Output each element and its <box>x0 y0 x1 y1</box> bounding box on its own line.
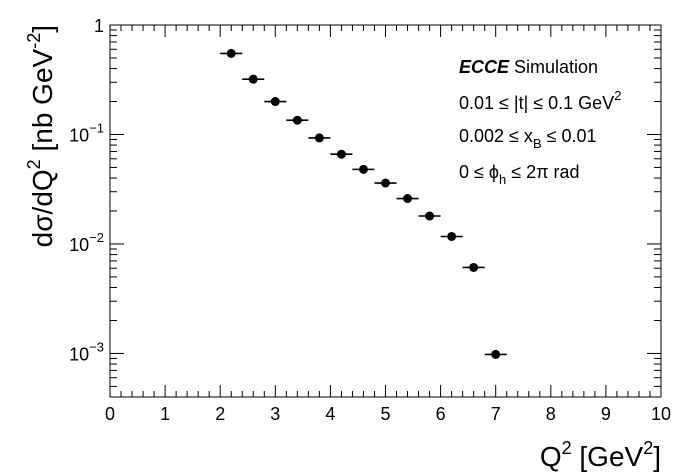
data-point <box>336 149 346 159</box>
x-axis-title: Q2 [GeV2] <box>540 438 661 472</box>
y-tick-label: 10−1 <box>69 120 104 145</box>
data-point <box>381 178 390 188</box>
data-point <box>447 231 457 241</box>
x-tick-label: 9 <box>601 404 611 424</box>
data-point <box>469 262 479 272</box>
data-points <box>220 48 507 359</box>
y-axis-ticks: 10−3 10−2 10−1 1 <box>69 16 661 398</box>
data-point <box>292 115 302 125</box>
x-axis-ticks: 0 1 2 3 4 5 6 7 8 9 10 <box>105 25 671 424</box>
data-point <box>270 97 280 107</box>
data-point <box>248 74 258 84</box>
experiment-label: ECCE Simulation <box>459 57 598 77</box>
data-point <box>491 349 501 359</box>
x-tick-label: 4 <box>325 404 335 424</box>
y-tick-label: 10−3 <box>69 339 104 364</box>
x-tick-label: 6 <box>436 404 446 424</box>
t-range-label: 0.01 ≤ |t| ≤ 0.1 GeV2 <box>459 88 621 113</box>
x-tick-label: 5 <box>380 404 390 424</box>
y-axis-title: dσ/dQ2 [nb GeV-2] <box>24 25 58 247</box>
xb-range-label: 0.002 ≤ xB ≤ 0.01 <box>459 126 597 151</box>
data-point <box>226 48 236 58</box>
data-point <box>425 211 435 221</box>
data-point <box>314 133 324 143</box>
plot-frame <box>109 24 662 398</box>
y-tick-label: 10−2 <box>69 230 104 255</box>
phi-range-label: 0 ≤ ϕh ≤ 2π rad <box>459 162 580 187</box>
y-tick-label: 1 <box>94 16 104 36</box>
x-tick-label: 8 <box>546 404 556 424</box>
x-tick-label: 1 <box>160 404 170 424</box>
data-point <box>358 164 368 174</box>
x-tick-label: 3 <box>270 404 280 424</box>
data-point <box>403 194 413 204</box>
x-tick-label: 2 <box>215 404 225 424</box>
x-tick-label: 0 <box>105 404 115 424</box>
x-tick-label: 10 <box>651 404 671 424</box>
x-tick-label: 7 <box>491 404 501 424</box>
